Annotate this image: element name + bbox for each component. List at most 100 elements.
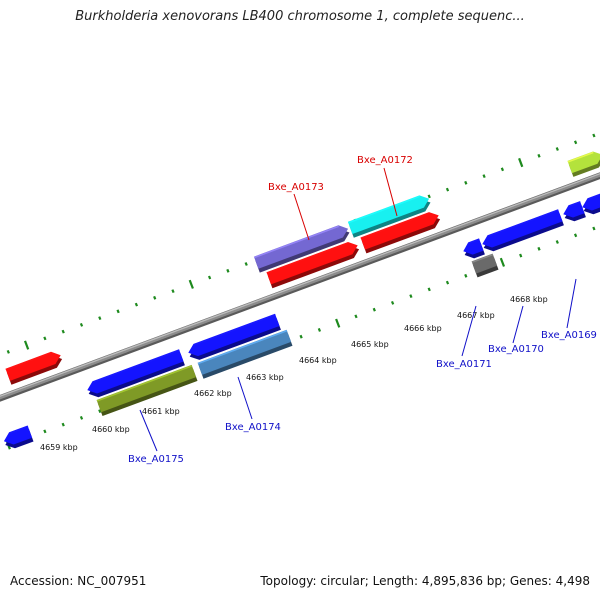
gene-feature-highlight [266,242,349,274]
lower-track-minor-tick [464,273,468,278]
gene-feature [87,349,184,394]
lower-track-minor-tick [79,415,84,420]
map-title: Burkholderia xenovorans LB400 chromosome… [75,9,525,24]
ruler-labels: 4659 kbp 4660 kbp 4661 kbp 4662 kbp 4663 kbp… [40,295,548,452]
upper-track-minor-tick [116,309,120,314]
lower-track-minor-tick [372,307,376,312]
gene-feature [482,209,563,248]
upper-track-minor-tick [244,262,248,266]
upper-track-minor-tick [207,275,212,280]
ruler-label: 4661 kbp [142,407,180,416]
gene-feature-highlight [487,209,559,237]
upper-track-minor-tick [573,140,578,145]
gene-feature [266,242,358,285]
gene-feature [567,151,600,174]
upper-track-minor-tick [482,174,486,179]
gene-callouts: Bxe_A0173 Bxe_A0172 Bxe_A0175 Bxe_A0174 Bxe_… [128,155,597,465]
upper-track-minor-tick [171,289,175,294]
lower-track-major-tick [499,257,506,267]
upper-track-minor-tick [226,268,230,273]
upper-track-minor-tick [6,349,10,354]
gene-feature-highlight [568,201,581,208]
gene-feature-highlight [587,193,600,200]
gene-feature-highlight [92,349,180,383]
gene-feature [96,364,197,413]
callout-line [293,193,310,241]
lower-track-minor-tick [445,280,450,285]
callout-line [461,305,477,357]
lower-track-minor-tick [299,334,303,339]
gene-feature [563,201,585,218]
lower-track-minor-tick [537,246,541,251]
lower-track-minor-tick [427,287,431,292]
upper-track-minor-tick [445,187,450,192]
lower-track-minor-tick [98,409,102,414]
lower-track-minor-tick [317,328,322,332]
gene-feature [253,225,349,269]
lower-track-major-tick [335,318,341,328]
lower-track-minor-tick [519,253,523,258]
lower-track-minor-tick [43,429,47,434]
upper-track-minor-tick [98,316,102,321]
callout-line [512,305,524,344]
upper-track-minor-tick [592,133,596,138]
gene-feature-highlight [193,313,276,346]
callout-line [237,376,253,420]
upper-track-minor-tick [537,153,541,158]
gene-feature-highlight [347,195,420,224]
gene-feature [463,238,484,255]
gene-label: Bxe_A0173 [268,182,324,193]
gene-feature-highlight [567,151,594,163]
upper-track-minor-tick [43,336,47,341]
lower-track-minor-tick [592,226,596,231]
upper-track-minor-tick [79,322,84,327]
gene-label: Bxe_A0171 [436,359,492,370]
callout-line [383,167,398,217]
upper-track-major-tick [518,157,524,168]
lower-track-minor-tick [61,422,65,427]
lower-track-minor-tick [555,240,559,244]
upper-track-minor-tick [427,194,431,199]
gene-feature [347,195,430,234]
lower-track-minor-tick [573,233,578,238]
gene-feature [197,329,292,375]
ruler-label: 4659 kbp [40,443,78,452]
gene-feature-highlight [360,212,430,240]
gene-feature [360,212,439,250]
ruler-label: 4667 kbp [457,311,495,320]
gene-label: Bxe_A0169 [541,330,597,341]
gene-feature [471,253,498,274]
gene-label: Bxe_A0174 [225,422,281,433]
lower-track-minor-tick [390,300,395,305]
upper-track-minor-tick [134,302,139,307]
accession-text: Accession: NC_007951 [10,574,147,588]
lower-track-minor-tick [354,314,358,319]
gene-features [3,151,600,449]
gene-feature [582,193,600,211]
gene-feature-highlight [9,425,29,435]
upper-track-minor-tick [61,329,65,334]
gene-feature-highlight [5,352,52,371]
ruler-label: 4665 kbp [351,340,389,349]
callout-line [139,409,158,452]
ruler-label: 4666 kbp [404,324,442,333]
backbone-highlight [0,173,600,397]
chromosome-backbone [0,172,600,402]
gene-feature-highlight [197,329,288,365]
gene-feature-highlight [253,225,339,259]
upper-track-major-tick [23,340,30,350]
ruler-label: 4668 kbp [510,295,548,304]
lower-track-minor-tick [409,294,413,299]
upper-track-minor-tick [555,147,559,151]
ruler-label: 4663 kbp [246,373,284,382]
backbone-line [0,172,600,400]
gene-feature-highlight [96,365,193,402]
ruler-label: 4660 kbp [92,425,130,434]
ruler-label: 4664 kbp [299,356,337,365]
gene-feature [5,351,61,381]
gene-feature-highlight [468,238,480,245]
gene-feature [3,425,33,445]
callout-line [566,278,577,329]
genome-summary: Topology: circular; Length: 4,895,836 bp… [260,574,590,588]
